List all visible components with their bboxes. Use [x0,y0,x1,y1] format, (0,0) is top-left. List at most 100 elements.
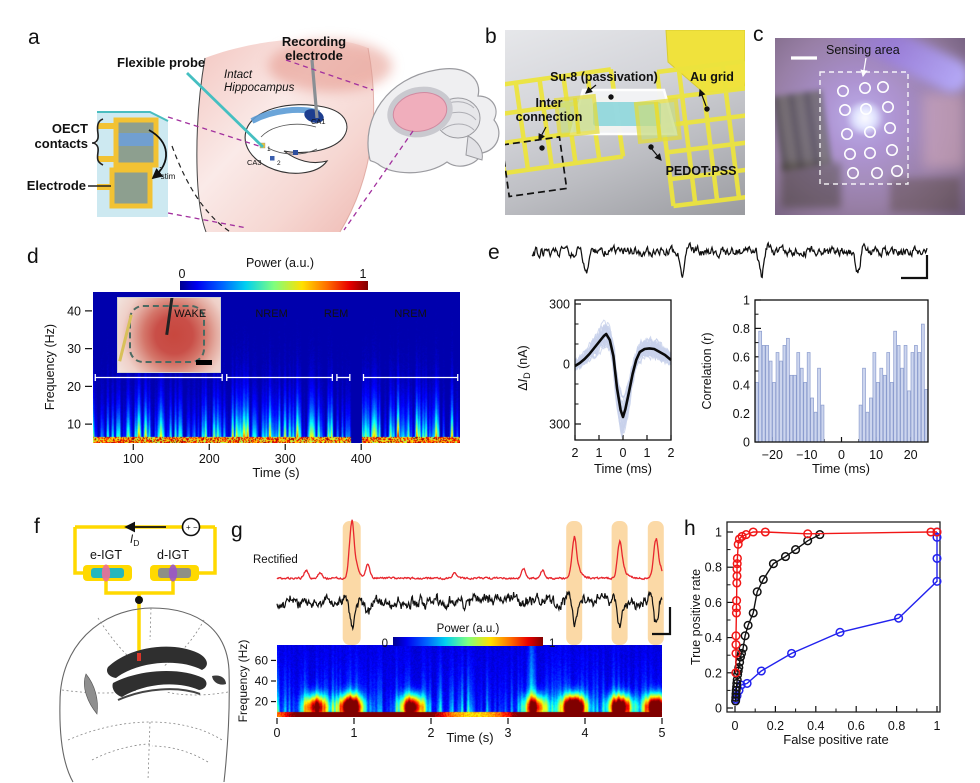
sensing-spot [836,85,849,98]
h-ylabel: True positive rate [689,569,703,665]
g-xlabel: Time (s) [446,730,493,745]
correlation-bar [782,345,787,443]
correlation-bar [754,382,759,443]
tick-label: 300 [549,418,570,432]
brainstem [465,135,483,161]
su8-label: Su-8 (passivation) [550,70,658,84]
tick-label: 0.8 [705,561,722,575]
tick-label: 4 [582,726,589,740]
roc-marker [731,640,741,650]
panel-label-f: f [34,515,40,538]
roc-marker [732,553,742,563]
correlation-bar [907,390,911,443]
istim-arrow [148,129,167,180]
interconnection-arrow [538,126,547,142]
tick-label: 5 [659,726,666,740]
sensing-spot [881,101,894,114]
tick-label: 300 [275,452,296,466]
overlay-trace [575,337,671,399]
atlas-gray-region [84,673,98,715]
roc-marker [932,576,942,586]
correlation-bar [900,367,904,443]
correlation-bar [772,382,776,443]
roc-series-blue [731,527,942,704]
e-igt-label: e-IGT [90,548,122,562]
e-correlation-ylabel: Correlation (r) [700,332,714,409]
tick-label: 300 [549,298,570,312]
roc-marker [732,596,742,606]
correlation-bar [789,374,794,443]
recording-electrode-label-1: Recording [282,34,346,49]
d-axes-and-annotations: 10 20 30 40 100 200 300 400 WAKE NREM REM NREM [67,304,459,466]
exposed-hippocampus [392,92,448,132]
sensing-spot-markers [836,81,903,180]
tick-label: 20 [255,695,269,709]
e-igt-gate [101,564,111,582]
au-grid-dot [704,106,710,112]
electrode-label: Electrode [27,178,86,193]
probe-tip [137,653,141,661]
correlation-bar [903,345,908,443]
rectified-label: Rectified [253,554,298,566]
pedot-squares-left [553,93,600,139]
su8-dot [608,94,614,100]
roc-marker [932,532,942,542]
zoom-leader-lines [167,59,414,231]
colorbar-d-title: Power (a.u.) [246,256,314,270]
hippocampus-layer [112,670,207,697]
tick-label: 0 [620,446,627,460]
colorbar-g [393,637,543,646]
au-grid-arrow [698,88,707,107]
tick-label: 0.6 [733,350,750,364]
tick-label: 40 [67,304,81,318]
g-ylabel: Frequency (Hz) [236,640,250,723]
correlation-bar [806,352,811,443]
panel-label-e: e [488,241,500,264]
ripple-highlight-band [566,521,583,645]
roc-marker [758,574,768,585]
roc-marker [760,527,770,537]
roc-marker [734,534,744,544]
roc-marker [748,527,758,537]
ripple-highlight-band [611,521,628,645]
panel-f-circuit: + − ID e-IGT d-IGT [59,517,230,783]
tick-label: 100 [123,452,144,466]
roc-line [735,532,938,700]
roc-marker [803,529,813,539]
colorbar-d-min: 0 [179,267,186,281]
sensing-spot [840,128,853,141]
panel-label-d: d [27,245,39,268]
tick-label: 0 [715,702,722,716]
correlation-bar [896,345,901,443]
sensing-spot [838,104,851,117]
tick-label: 0.2 [733,407,750,421]
sleep-stage-label: NREM [394,308,426,320]
ripple-highlight-bands [342,521,664,645]
panel-b-micrograph-overlay: Su-8 (passivation) Au grid Inter connect… [505,30,745,209]
colorbar-d [180,281,368,290]
tick-label: 1 [596,446,603,460]
tick-label: 0.8 [733,322,750,336]
correlation-bar [872,352,877,443]
tick-label: 1 [644,446,651,460]
d-igt-gate [168,564,178,582]
roc-marker [743,620,753,630]
ripple-highlight-band [647,521,664,645]
pedot-squares-right [633,97,682,144]
light-spot [845,102,885,134]
correlation-bar [914,345,918,443]
tick-label: 0.2 [705,666,722,680]
correlation-bar [889,382,894,443]
tick-label: 30 [67,342,81,356]
tick-label: 60 [255,653,269,667]
roc-marker [731,668,741,678]
colorbar-d-max: 1 [360,267,367,281]
interconnection-dot [539,145,545,151]
roc-marker [756,666,766,676]
correlation-bar [768,360,773,443]
sleep-stage-label: NREM [255,308,287,320]
hippocampus-inner-line [267,147,318,155]
d-igt-label: d-IGT [157,548,189,562]
